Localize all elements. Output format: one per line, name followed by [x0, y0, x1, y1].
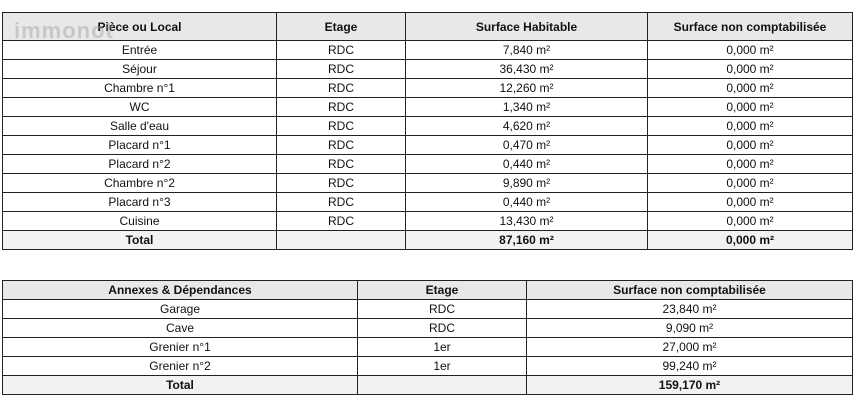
row: Cuisine RDC 13,430 m² 0,000 m² [2, 211, 853, 231]
cell: 9,090 m² [526, 318, 853, 338]
header-cell: Pièce ou Local [2, 12, 277, 41]
total-label: Total [2, 375, 358, 395]
cell: 0,000 m² [647, 40, 853, 60]
row: Cave RDC 9,090 m² [2, 318, 853, 338]
total-row: Total 87,160 m² 0,000 m² [2, 230, 853, 250]
cell: RDC [276, 154, 406, 174]
total-surface: 87,160 m² [405, 230, 648, 250]
cell: Placard n°2 [2, 154, 277, 174]
cell: 27,000 m² [526, 337, 853, 357]
cell: RDC [357, 318, 527, 338]
annexes-table: Annexes & Dépendances Etage Surface non co… [2, 280, 853, 395]
header-cell: Annexes & Dépendances [2, 280, 358, 300]
total-non: 0,000 m² [647, 230, 853, 250]
cell: Salle d'eau [2, 116, 277, 136]
cell: 1,340 m² [405, 97, 648, 117]
header-cell: Surface Habitable [405, 12, 648, 41]
total-label: Total [2, 230, 277, 250]
cell: Garage [2, 299, 358, 319]
cell: 0,000 m² [647, 173, 853, 193]
cell: 4,620 m² [405, 116, 648, 136]
cell: RDC [276, 40, 406, 60]
rooms-table: Pièce ou Local Etage Surface Habitable Surf… [2, 12, 853, 250]
cell: Chambre n°1 [2, 78, 277, 98]
cell: RDC [276, 173, 406, 193]
cell: 13,430 m² [405, 211, 648, 231]
cell: RDC [276, 192, 406, 212]
cell: 0,000 m² [647, 78, 853, 98]
header-cell: Etage [357, 280, 527, 300]
cell: RDC [276, 97, 406, 117]
cell: Grenier n°1 [2, 337, 358, 357]
cell: 0,000 m² [647, 192, 853, 212]
row: Placard n°1 RDC 0,470 m² 0,000 m² [2, 135, 853, 155]
cell: WC [2, 97, 277, 117]
row: Chambre n°1 RDC 12,260 m² 0,000 m² [2, 78, 853, 98]
cell: 12,260 m² [405, 78, 648, 98]
cell: 0,000 m² [647, 59, 853, 79]
row: Placard n°3 RDC 0,440 m² 0,000 m² [2, 192, 853, 212]
header-row: Annexes & Dépendances Etage Surface non co… [2, 280, 853, 300]
cell: Chambre n°2 [2, 173, 277, 193]
header-cell: Surface non comptabilisée [647, 12, 853, 41]
row: Entrée RDC 7,840 m² 0,000 m² [2, 40, 853, 60]
cell: Cuisine [2, 211, 277, 231]
cell: Placard n°3 [2, 192, 277, 212]
cell: 1er [357, 337, 527, 357]
cell: RDC [357, 299, 527, 319]
cell: 0,000 m² [647, 116, 853, 136]
cell: 99,240 m² [526, 356, 853, 376]
cell: 0,470 m² [405, 135, 648, 155]
row: Chambre n°2 RDC 9,890 m² 0,000 m² [2, 173, 853, 193]
cell: 0,440 m² [405, 154, 648, 174]
cell: 36,430 m² [405, 59, 648, 79]
cell: Séjour [2, 59, 277, 79]
cell: Placard n°1 [2, 135, 277, 155]
total-non: 159,170 m² [526, 375, 853, 395]
row: Placard n°2 RDC 0,440 m² 0,000 m² [2, 154, 853, 174]
cell: 0,440 m² [405, 192, 648, 212]
cell: 0,000 m² [647, 154, 853, 174]
empty-cell [276, 230, 406, 250]
cell: RDC [276, 78, 406, 98]
header-cell: Etage [276, 12, 406, 41]
cell: RDC [276, 211, 406, 231]
cell: Cave [2, 318, 358, 338]
cell: RDC [276, 116, 406, 136]
cell: 7,840 m² [405, 40, 648, 60]
watermark: immonot [14, 18, 114, 43]
cell: RDC [276, 135, 406, 155]
row: Salle d'eau RDC 4,620 m² 0,000 m² [2, 116, 853, 136]
row: Grenier n°1 1er 27,000 m² [2, 337, 853, 357]
total-row: Total 159,170 m² [2, 375, 853, 395]
row: Grenier n°2 1er 99,240 m² [2, 356, 853, 376]
cell: 1er [357, 356, 527, 376]
cell: 23,840 m² [526, 299, 853, 319]
header-row: Pièce ou Local Etage Surface Habitable Surf… [2, 12, 853, 41]
cell: 0,000 m² [647, 135, 853, 155]
row: WC RDC 1,340 m² 0,000 m² [2, 97, 853, 117]
cell: 9,890 m² [405, 173, 648, 193]
row: Séjour RDC 36,430 m² 0,000 m² [2, 59, 853, 79]
empty-cell [357, 375, 527, 395]
cell: RDC [276, 59, 406, 79]
row: Garage RDC 23,840 m² [2, 299, 853, 319]
header-cell: Surface non comptabilisée [526, 280, 853, 300]
cell: 0,000 m² [647, 97, 853, 117]
cell: Grenier n°2 [2, 356, 358, 376]
cell: 0,000 m² [647, 211, 853, 231]
